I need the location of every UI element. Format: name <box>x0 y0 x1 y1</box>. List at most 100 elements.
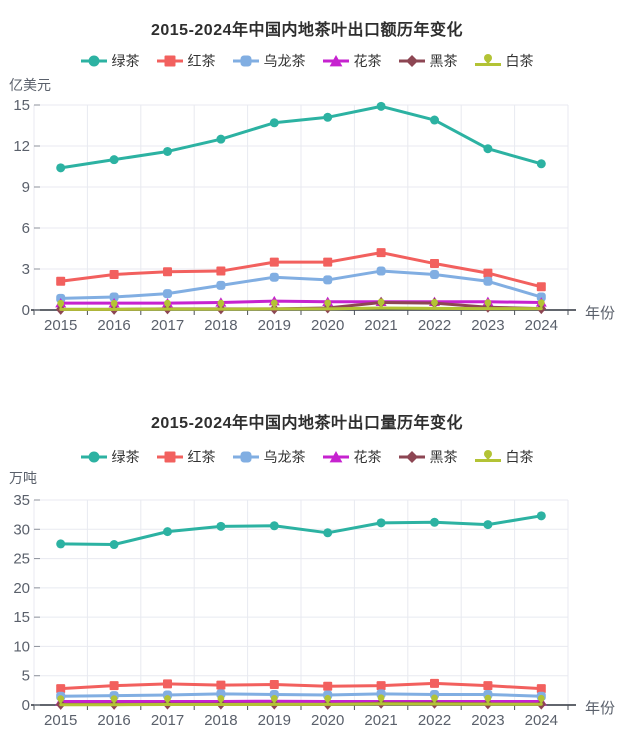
data-point-circle[interactable] <box>109 155 119 165</box>
data-point-rect[interactable] <box>430 259 439 269</box>
data-point-roundRect[interactable] <box>109 292 119 302</box>
data-point-pin[interactable] <box>484 694 492 705</box>
data-point-rect[interactable] <box>109 681 119 691</box>
data-point-circle[interactable] <box>56 539 66 549</box>
legend-item-红茶[interactable]: 红茶 <box>156 447 216 467</box>
data-point-roundRect[interactable] <box>536 292 546 302</box>
x-tick-label: 2015 <box>44 317 77 334</box>
data-point-rect[interactable] <box>56 684 66 694</box>
series-白茶 <box>57 694 545 707</box>
data-point-circle[interactable] <box>536 511 546 521</box>
legend-item-绿茶[interactable]: 绿茶 <box>80 51 140 71</box>
data-point-roundRect[interactable] <box>430 269 439 279</box>
data-point-circle[interactable] <box>216 521 226 531</box>
data-point-pin[interactable] <box>164 695 171 705</box>
data-point-pin[interactable] <box>110 695 118 705</box>
data-point-pin[interactable] <box>377 694 385 704</box>
data-point-pin[interactable] <box>537 299 545 309</box>
data-point-roundRect[interactable] <box>376 266 386 276</box>
data-point-rect[interactable] <box>376 248 386 258</box>
roundRect-legend-marker-icon <box>232 451 259 463</box>
data-point-pin[interactable] <box>270 299 278 309</box>
data-point-rect[interactable] <box>56 276 66 286</box>
data-point-circle[interactable] <box>269 521 279 531</box>
legend-item-label: 花茶 <box>353 449 382 465</box>
export-value-chart-title: 2015-2024年中国内地茶叶出口额历年变化 <box>150 22 464 39</box>
data-point-rect[interactable] <box>430 678 439 688</box>
data-point-pin[interactable] <box>57 695 65 705</box>
data-point-pin[interactable] <box>270 695 278 705</box>
data-point-circle[interactable] <box>483 520 493 530</box>
data-point-circle[interactable] <box>163 527 172 537</box>
data-point-pin[interactable] <box>377 298 385 308</box>
data-point-circle[interactable] <box>376 518 386 528</box>
data-point-pin[interactable] <box>324 299 332 309</box>
legend-item-绿茶[interactable]: 绿茶 <box>80 447 140 467</box>
data-point-rect[interactable] <box>269 257 279 267</box>
data-point-circle[interactable] <box>323 528 333 538</box>
y-tick-label: 20 <box>13 580 30 597</box>
data-point-pin[interactable] <box>164 299 171 310</box>
y-tick-label: 0 <box>22 697 30 714</box>
data-point-rect[interactable] <box>323 681 333 691</box>
legend-item-花茶[interactable]: 花茶 <box>322 447 382 467</box>
data-point-pin[interactable] <box>537 694 545 705</box>
export-volume-x-axis-name: 年份 <box>585 700 616 717</box>
chart-plot-1: 0 5 10 15 20 25 30 35 2015 2016 2017 2018 2019 2020 20… <box>13 492 576 729</box>
data-point-circle[interactable] <box>163 146 172 156</box>
data-point-rect[interactable] <box>536 684 546 694</box>
data-point-pin[interactable] <box>217 299 225 310</box>
data-point-pin[interactable] <box>217 695 225 705</box>
data-point-roundRect[interactable] <box>269 272 279 282</box>
circle-legend-marker-icon <box>80 451 107 463</box>
data-point-circle[interactable] <box>269 118 279 128</box>
legend-item-白茶[interactable]: 白茶 <box>474 447 534 467</box>
x-tick-label: 2022 <box>418 712 451 729</box>
data-point-pin[interactable] <box>431 298 438 309</box>
data-point-rect[interactable] <box>376 681 386 691</box>
data-point-circle[interactable] <box>376 101 386 111</box>
data-point-circle[interactable] <box>430 517 439 527</box>
data-point-rect[interactable] <box>483 268 493 278</box>
data-point-rect[interactable] <box>216 266 226 276</box>
data-point-circle[interactable] <box>483 144 493 154</box>
x-tick-label: 2016 <box>97 317 130 334</box>
legend-item-label: 乌龙茶 <box>263 53 306 69</box>
data-point-rect[interactable] <box>109 269 119 279</box>
legend-item-黑茶[interactable]: 黑茶 <box>398 51 458 71</box>
data-point-rect[interactable] <box>216 680 226 690</box>
data-point-pin[interactable] <box>324 695 332 705</box>
data-point-circle[interactable] <box>216 134 226 144</box>
legend-item-红茶[interactable]: 红茶 <box>156 51 216 71</box>
data-point-circle[interactable] <box>536 159 546 169</box>
x-tick-label: 2015 <box>44 712 77 729</box>
data-point-pin[interactable] <box>431 694 438 704</box>
data-point-roundRect[interactable] <box>483 276 493 286</box>
legend-item-label: 绿茶 <box>111 53 140 69</box>
data-point-pin[interactable] <box>57 299 65 310</box>
data-point-roundRect[interactable] <box>323 275 333 285</box>
legend-item-乌龙茶[interactable]: 乌龙茶 <box>232 51 306 71</box>
legend-item-乌龙茶[interactable]: 乌龙茶 <box>232 447 306 467</box>
data-point-pin[interactable] <box>110 299 118 310</box>
legend-item-白茶[interactable]: 白茶 <box>474 51 534 71</box>
data-point-rect[interactable] <box>483 681 493 691</box>
legend-item-label: 绿茶 <box>111 449 140 465</box>
data-point-circle[interactable] <box>430 115 439 125</box>
data-point-rect[interactable] <box>163 679 172 689</box>
legend-item-黑茶[interactable]: 黑茶 <box>398 447 458 467</box>
data-point-rect[interactable] <box>536 282 546 292</box>
data-point-circle[interactable] <box>109 540 119 550</box>
data-point-rect[interactable] <box>269 680 279 689</box>
data-point-roundRect[interactable] <box>163 289 172 299</box>
data-point-roundRect[interactable] <box>216 280 226 290</box>
legend-item-label: 花茶 <box>353 53 382 69</box>
legend-item-花茶[interactable]: 花茶 <box>322 51 382 71</box>
data-point-rect[interactable] <box>163 267 172 277</box>
data-point-circle[interactable] <box>323 112 333 122</box>
data-point-circle[interactable] <box>56 163 66 173</box>
data-point-rect[interactable] <box>323 257 333 267</box>
diamond-legend-marker-icon <box>398 55 425 67</box>
data-point-pin[interactable] <box>484 299 492 309</box>
